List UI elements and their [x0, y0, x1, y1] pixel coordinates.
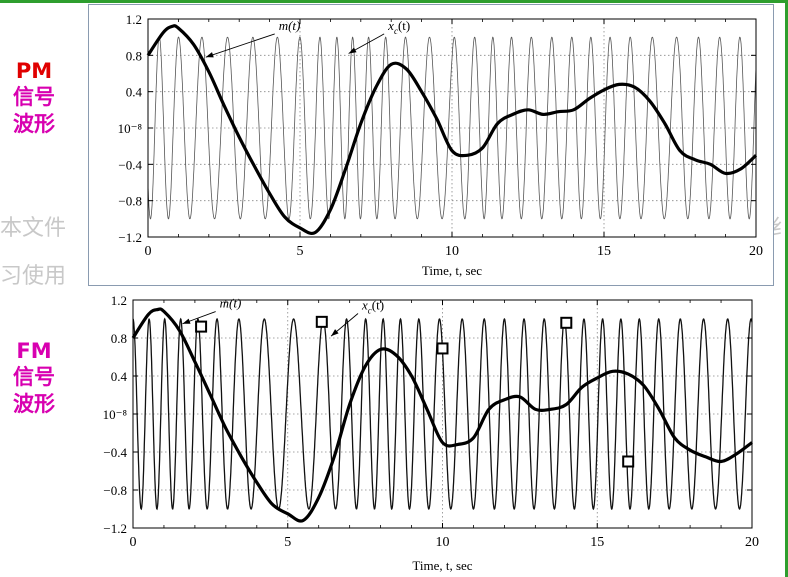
fm-y-tick-label: −0.4 [103, 445, 127, 460]
pm-waveform-label: PM 信号 波形 [4, 58, 64, 137]
pm-annotation-label: xc(t) [387, 18, 410, 36]
fm-code-text: FM [16, 339, 52, 363]
fm-square-marker [436, 342, 449, 355]
fm-x-tick-label: 20 [745, 535, 759, 550]
pm-annotation-arrowhead [348, 47, 357, 54]
fm-message-line [131, 307, 753, 523]
right-accent-line [785, 0, 788, 577]
fm-square-marker [622, 455, 635, 468]
fm-y-tick-label: −0.8 [103, 483, 127, 498]
pm-x-tick-label: 20 [749, 244, 763, 259]
pm-x-axis-label: Time, t, sec [422, 263, 482, 278]
fm-waveform-label: FM 信号 波形 [4, 338, 64, 417]
top-accent-line [0, 0, 788, 3]
pm-y-tick-label: 10⁻⁸ [118, 121, 143, 136]
fm-x-tick-label: 10 [436, 535, 450, 550]
fm-annotation-arrowhead [182, 318, 191, 324]
pm-annotation-arrow [205, 33, 275, 58]
pm-y-tick-label: 1.2 [126, 12, 142, 27]
watermark-right: 纟 [770, 216, 788, 241]
pm-x-tick-label: 15 [597, 244, 611, 259]
fm-y-tick-label: 1.2 [111, 293, 127, 308]
pm-x-tick-label: 5 [297, 244, 304, 259]
fm-annotation-label: m(t) [220, 296, 242, 311]
pm-y-tick-label: 0.4 [126, 85, 143, 100]
watermark-left-2: 习使用 [0, 264, 67, 289]
fm-line2-text: 波形 [13, 391, 55, 416]
fm-y-tick-label: 0.8 [111, 331, 127, 346]
pm-message-line [146, 24, 758, 236]
pm-y-tick-label: −0.8 [118, 194, 142, 209]
fm-x-tick-label: 5 [284, 535, 291, 550]
pm-y-tick-label: −0.4 [118, 157, 142, 172]
fm-annotation-arrowhead [331, 329, 339, 337]
pm-y-tick-label: −1.2 [118, 230, 142, 245]
pm-code-text: PM [15, 59, 53, 83]
fm-y-tick-label: −1.2 [103, 521, 127, 536]
fm-x-tick-label: 15 [590, 535, 604, 550]
pm-line1-text: 信号 [13, 85, 55, 110]
fm-x-axis-label: Time, t, sec [412, 558, 472, 573]
pm-carrier-line [147, 36, 757, 220]
fm-x-tick-label: 0 [130, 535, 137, 550]
pm-annotation-arrowhead [205, 52, 214, 58]
pm-y-tick-label: 0.8 [126, 48, 142, 63]
pm-x-tick-label: 10 [445, 244, 459, 259]
fm-square-marker [315, 315, 328, 328]
fm-annotation-label: xc(t) [361, 298, 384, 316]
fm-line1-text: 信号 [13, 365, 55, 390]
pm-chart-frame [88, 4, 774, 286]
pm-line2-text: 波形 [13, 111, 55, 136]
pm-annotation-label: m(t) [279, 18, 301, 33]
fm-square-marker [195, 320, 208, 333]
fm-y-tick-label: 0.4 [111, 369, 128, 384]
watermark-left-1: 本文件 [0, 216, 67, 241]
fm-square-marker [560, 316, 573, 329]
fm-y-tick-label: 10⁻⁸ [103, 407, 128, 422]
pm-x-tick-label: 0 [145, 244, 152, 259]
